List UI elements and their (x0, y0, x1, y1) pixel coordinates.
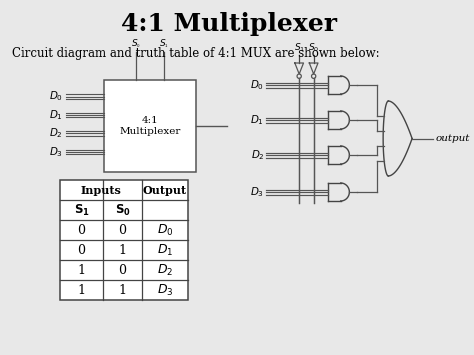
Text: $D_0$: $D_0$ (250, 78, 264, 92)
Text: 1: 1 (118, 244, 127, 257)
Text: 4:1 Multiplexer: 4:1 Multiplexer (121, 12, 337, 36)
Text: Output: Output (143, 185, 187, 196)
Text: $S_0$: $S_0$ (308, 42, 319, 54)
Text: $D_2$: $D_2$ (157, 262, 173, 278)
Text: $S_₁$: $S_₁$ (159, 38, 169, 50)
Text: 0: 0 (78, 244, 85, 257)
Text: 1: 1 (78, 263, 85, 277)
Text: $\mathbf{S_1}$: $\mathbf{S_1}$ (73, 202, 90, 218)
Text: 0: 0 (78, 224, 85, 236)
Text: $D_3$: $D_3$ (157, 283, 173, 297)
Text: $S_1$: $S_1$ (293, 42, 305, 54)
Text: Inputs: Inputs (81, 185, 121, 196)
Text: $D_0$: $D_0$ (49, 90, 63, 103)
Text: Circuit diagram and truth table of 4:1 MUX are shown below:: Circuit diagram and truth table of 4:1 M… (11, 47, 379, 60)
Text: $D_0$: $D_0$ (157, 223, 173, 237)
Text: 0: 0 (118, 263, 127, 277)
Text: $D_2$: $D_2$ (251, 148, 264, 162)
Text: $D_1$: $D_1$ (49, 108, 63, 122)
Text: $D_1$: $D_1$ (250, 113, 264, 127)
Text: $D_3$: $D_3$ (49, 145, 63, 159)
Text: 4:1
Multiplexer: 4:1 Multiplexer (119, 116, 181, 136)
Text: $\mathbf{S_0}$: $\mathbf{S_0}$ (115, 202, 130, 218)
Bar (60, 180, 188, 300)
Text: $D_2$: $D_2$ (49, 126, 63, 140)
Text: 1: 1 (118, 284, 127, 296)
Text: 0: 0 (118, 224, 127, 236)
Bar (104, 80, 196, 172)
Text: $D_3$: $D_3$ (250, 185, 264, 199)
Text: output: output (435, 134, 470, 143)
Text: $S_₀$: $S_₀$ (131, 38, 141, 50)
Text: 1: 1 (78, 284, 85, 296)
Text: $D_1$: $D_1$ (157, 242, 173, 257)
